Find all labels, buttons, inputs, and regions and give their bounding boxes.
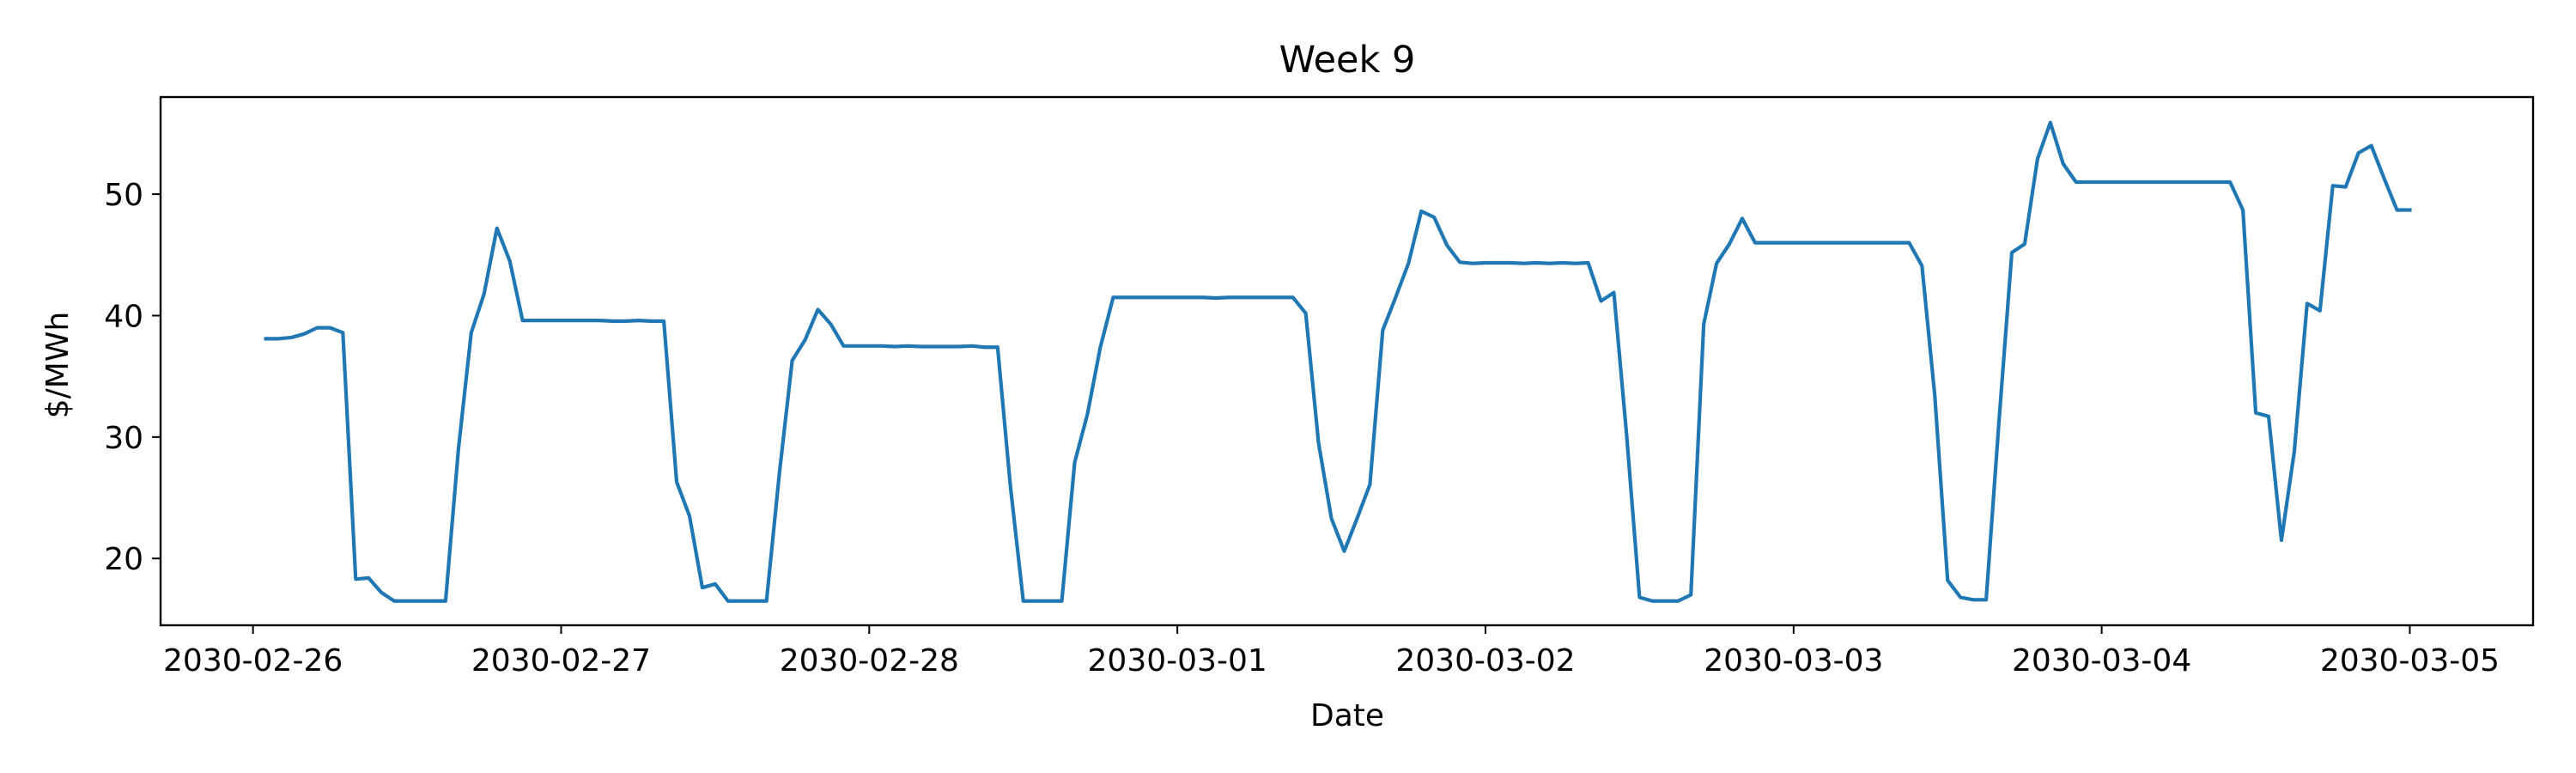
x-axis-label: Date [1310,698,1384,733]
plot-frame [159,95,2535,627]
x-tick-label: 2030-03-04 [2012,643,2191,679]
y-tick-label: 40 [104,299,143,334]
y-axis: 20 30 40 50 [104,178,161,577]
x-tick-label: 2030-02-26 [163,643,343,679]
y-axis-label: $/MWh [40,312,76,419]
y-tick-label: 50 [104,178,143,213]
x-tick-label: 2030-03-02 [1395,643,1575,679]
x-tick-label: 2030-03-05 [2320,643,2500,679]
plot-area [159,95,2535,627]
price-line [264,120,2412,603]
chart-title: Week 9 [1279,39,1416,82]
x-tick-label: 2030-02-28 [780,643,959,679]
x-tick-label: 2030-03-03 [1704,643,1883,679]
x-tick-label: 2030-03-01 [1088,643,1267,679]
x-axis: 2030-02-26 2030-02-27 2030-02-28 2030-03-01… [163,625,2500,679]
y-tick-label: 30 [104,421,143,456]
x-tick-label: 2030-02-27 [471,643,651,679]
y-tick-label: 20 [104,542,143,577]
